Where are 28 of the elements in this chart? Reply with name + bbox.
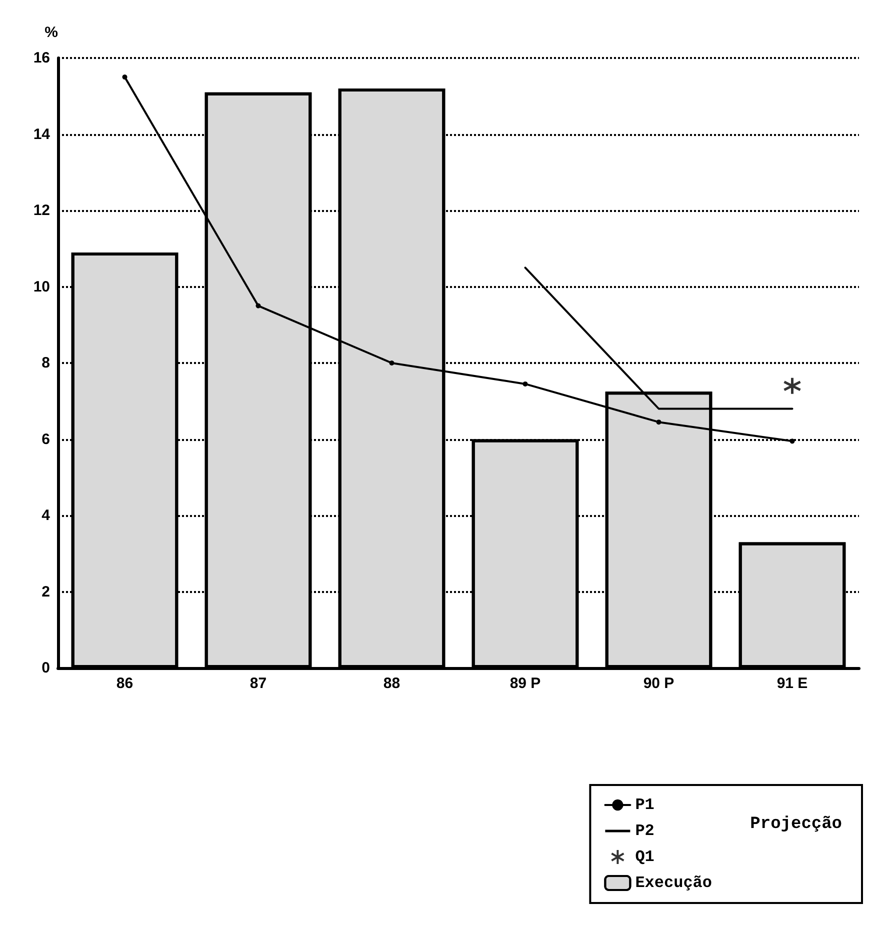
text: Projecção xyxy=(750,815,842,834)
y-tick-label: 16 xyxy=(33,50,50,66)
point xyxy=(790,438,795,444)
point xyxy=(783,376,802,396)
y-axis-title: % xyxy=(44,24,58,41)
point xyxy=(122,74,128,80)
point xyxy=(656,420,662,425)
legend-label: P1 xyxy=(635,796,654,814)
legend-label: P2 xyxy=(635,822,654,840)
y-tick-label: 4 xyxy=(42,507,51,524)
legend-label: Execução xyxy=(635,874,712,892)
x-tick-label: 89 P xyxy=(510,675,541,692)
x-tick-label: 86 xyxy=(116,675,134,692)
y-tick-label: 8 xyxy=(42,354,50,372)
x-tick-label: 87 xyxy=(250,675,267,692)
x-tick-label: 90 P xyxy=(643,675,674,692)
y-tick-label: 12 xyxy=(33,202,50,219)
point xyxy=(256,303,261,308)
y-tick-label: 14 xyxy=(33,126,51,143)
y-tick-label: 6 xyxy=(42,430,50,448)
x-tick-label: 91 E xyxy=(776,675,808,692)
legend-label: Q1 xyxy=(635,848,654,866)
point xyxy=(389,360,394,366)
y-tick-label: 10 xyxy=(33,278,50,296)
point xyxy=(522,381,528,386)
y-tick-label: 2 xyxy=(42,583,50,600)
x-tick-label: 88 xyxy=(383,675,400,692)
y-tick-label: 0 xyxy=(42,660,50,676)
